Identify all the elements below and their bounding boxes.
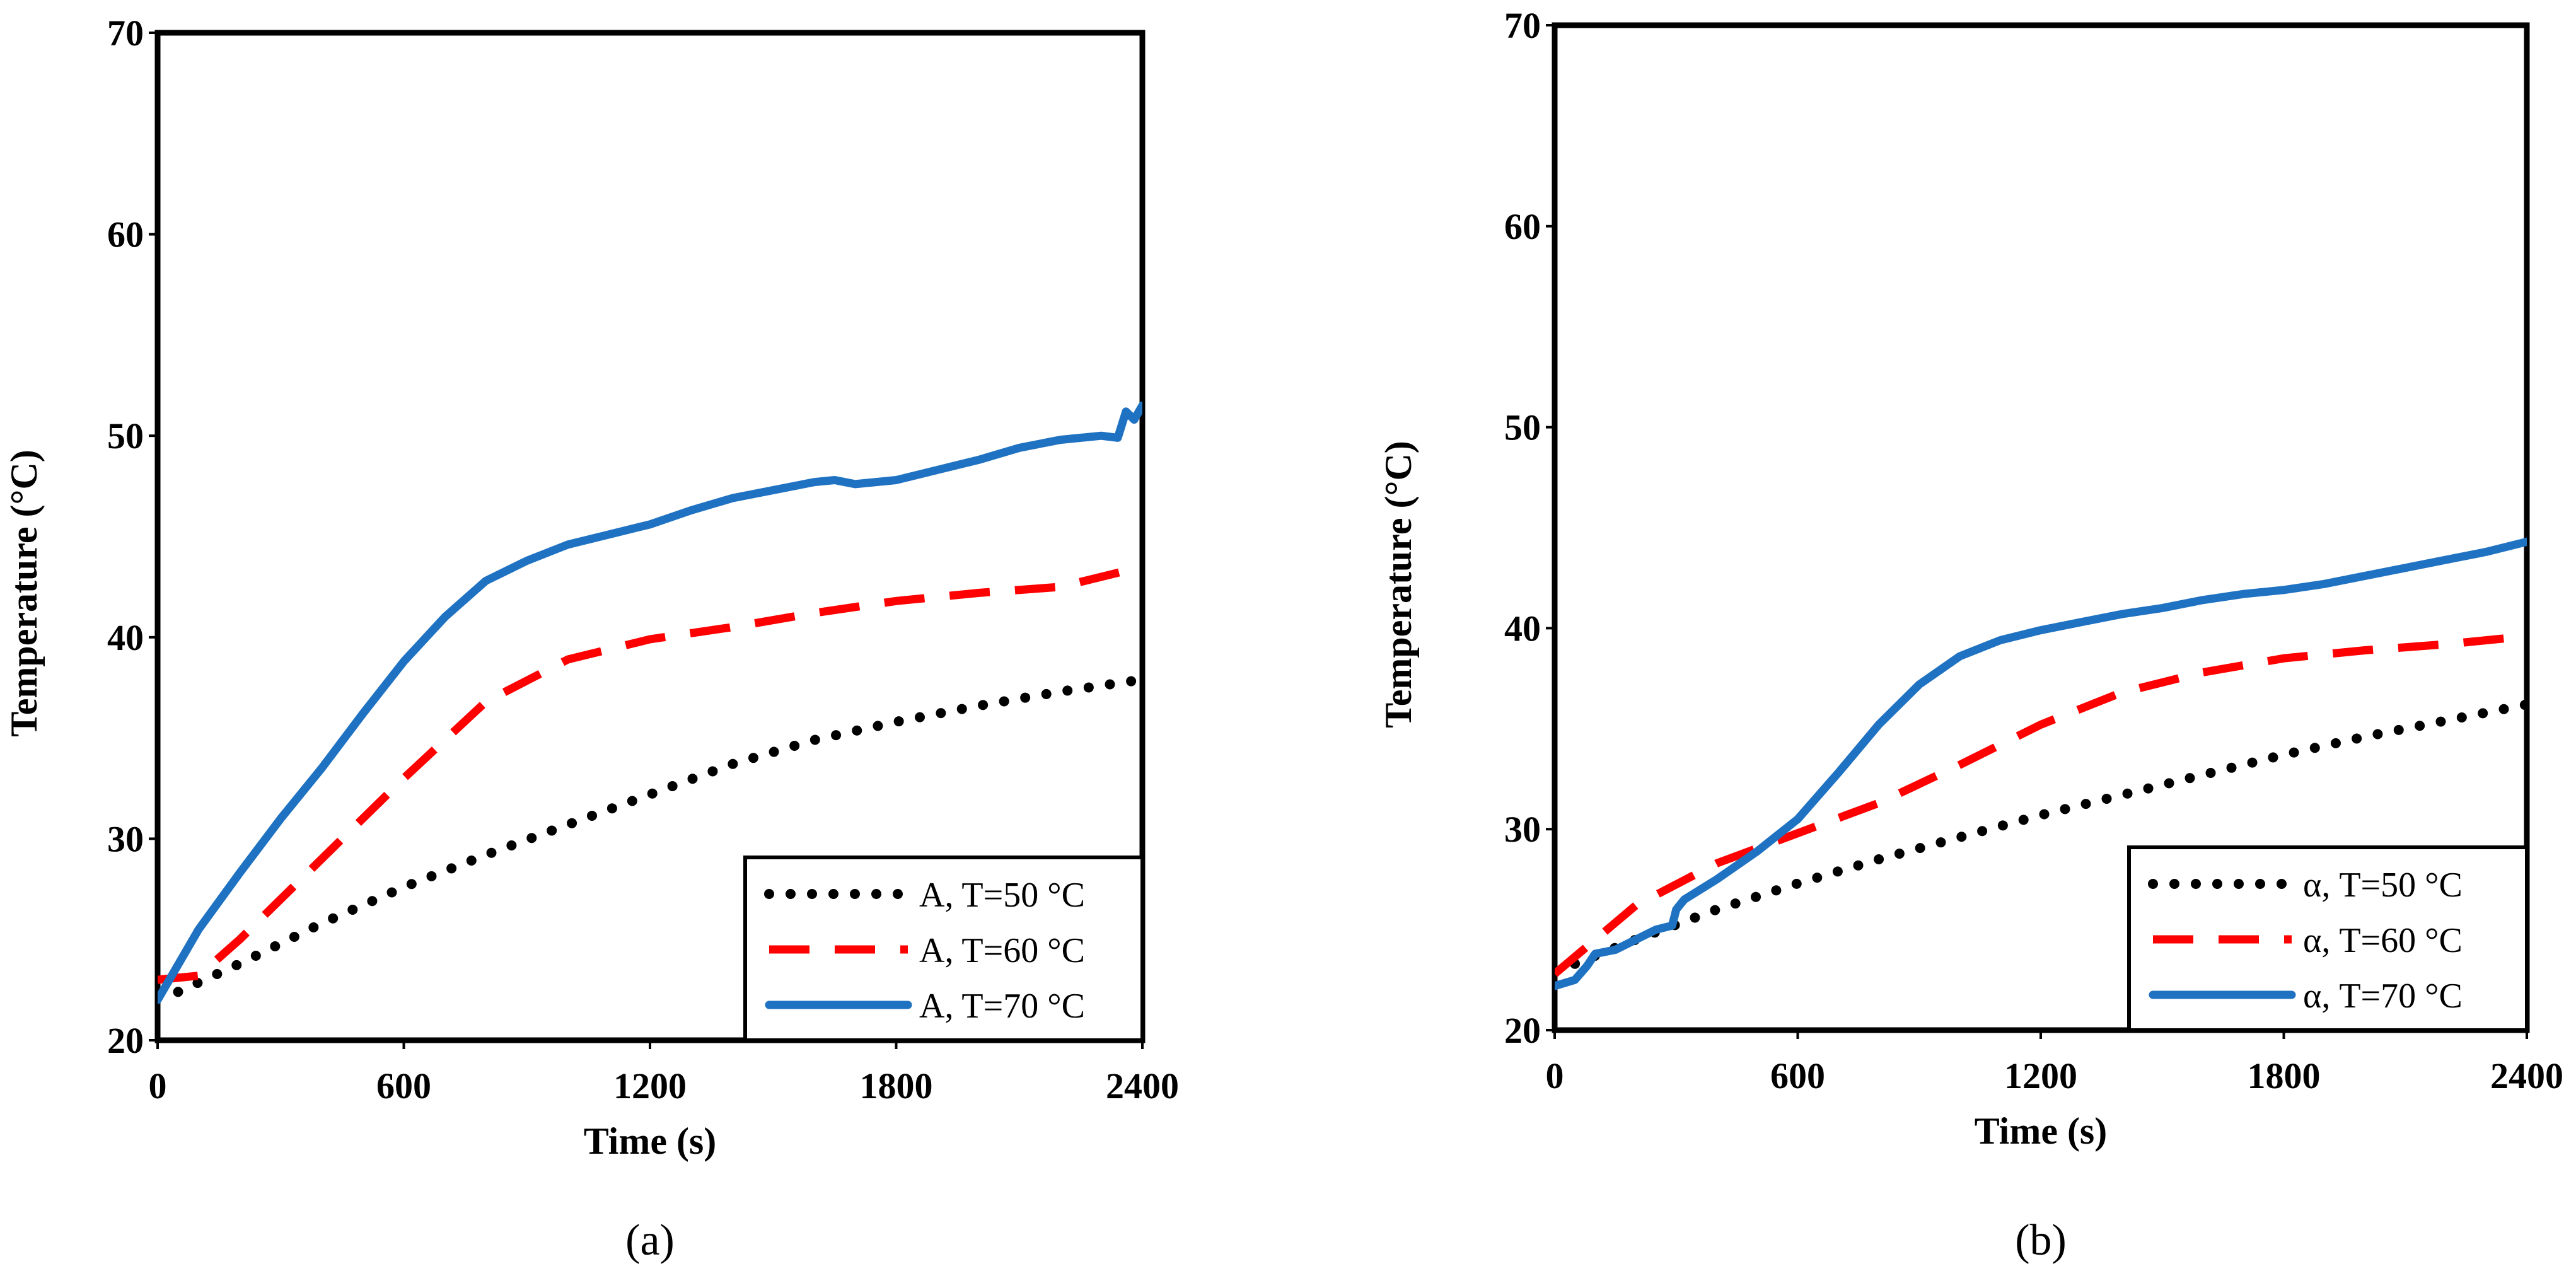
series-line-dotted [173,674,1142,997]
panel-a: 20 30 40 50 60 70 0 600 1200 1800 2400 Time (s) Temp… [3,13,1179,1265]
x-tick-label: 1800 [860,1065,933,1106]
legend-entry: A, T=60 °C [919,931,1085,970]
series-line-solid [158,401,1142,1004]
y-axis-title: Temperature (°C) [1378,441,1419,728]
panel-label: (b) [2015,1216,2067,1265]
x-tick-label: 600 [376,1065,431,1106]
y-tick-label: 50 [107,415,144,456]
series-line-dashed [158,562,1142,984]
y-axis-title: Temperature (°C) [3,450,45,737]
legend-box [743,856,1144,1042]
x-tick-label: 1800 [2248,1055,2321,1096]
legend-entry: A, T=50 °C [919,876,1085,915]
y-tick-label: 20 [1504,1010,1541,1051]
panel-b: 20 30 40 50 60 70 0 600 1200 1800 2400 Time (s) Temp… [1378,5,2563,1265]
panel-label: (a) [625,1216,675,1265]
y-tick-label: 40 [107,617,144,658]
legend-box [2127,845,2529,1032]
x-tick-label: 2400 [2490,1055,2563,1096]
x-tick-label: 0 [149,1065,167,1106]
y-tick-label: 50 [1504,407,1541,448]
legend: α, T=50 °C α, T=60 °C α, T=70 °C [2127,845,2529,1032]
x-axis-title: Time (s) [584,1120,717,1162]
series-line-dotted [1570,699,2527,969]
y-tick-label: 60 [107,214,144,255]
x-tick-label: 1200 [2004,1055,2077,1096]
y-tick-label: 70 [107,13,144,54]
x-tick-label: 600 [1770,1055,1825,1096]
legend-entry: A, T=70 °C [919,987,1085,1026]
y-tick-label: 30 [107,818,144,859]
y-tick-label: 70 [1504,5,1541,46]
x-tick-label: 0 [1546,1055,1564,1096]
y-tick-label: 60 [1504,206,1541,247]
y-tick-label: 20 [107,1020,144,1061]
series-line-dashed [1555,632,2527,977]
legend-entry: α, T=70 °C [2303,977,2463,1016]
legend: A, T=50 °C A, T=60 °C A, T=70 °C [743,856,1144,1042]
y-tick-label: 30 [1504,809,1541,850]
x-axis-title: Time (s) [1975,1110,2108,1152]
series-line-solid [1555,537,2527,990]
y-tick-label: 40 [1504,608,1541,649]
legend-entry: α, T=60 °C [2303,921,2463,960]
x-tick-label: 2400 [1106,1065,1179,1106]
x-tick-label: 1200 [613,1065,687,1106]
legend-entry: α, T=50 °C [2303,866,2463,905]
